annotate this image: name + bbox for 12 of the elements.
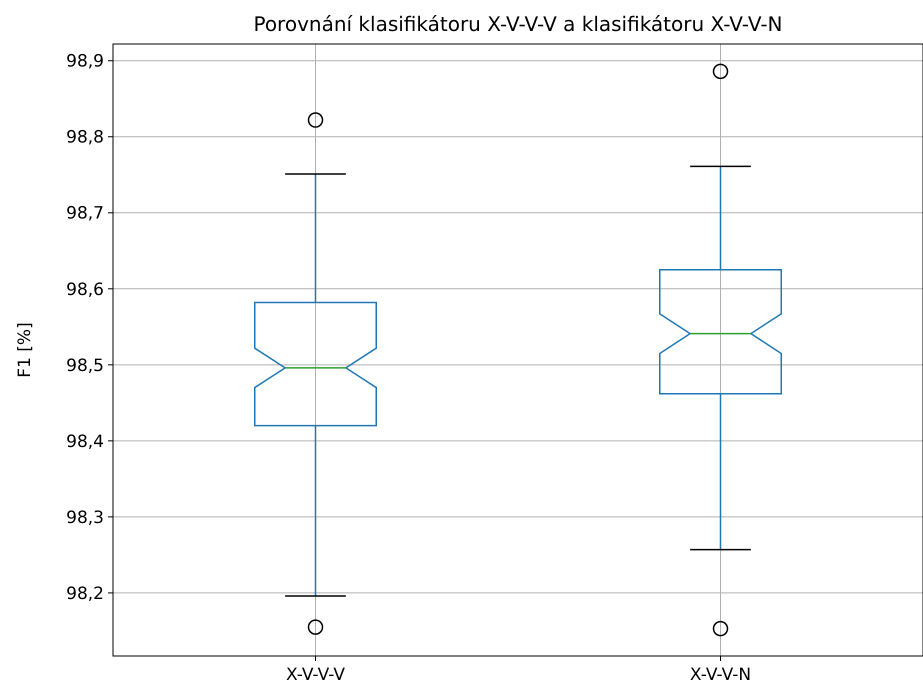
y-tick-label: 98,4 [66, 432, 104, 452]
y-tick-label: 98,2 [66, 584, 104, 604]
chart-title: Porovnání klasifikátoru X-V-V-V a klasifikátoru X-V-V-N [253, 12, 783, 36]
y-tick-label: 98,8 [66, 128, 104, 148]
y-tick-label: 98,6 [66, 280, 104, 300]
y-tick-label: 98,5 [66, 356, 104, 376]
x-tick-label: X-V-V-N [690, 665, 752, 685]
x-tick-label: X-V-V-V [286, 665, 346, 685]
y-axis-title: F1 [%] [15, 322, 35, 378]
y-tick-label: 98,3 [66, 508, 104, 528]
y-tick-label: 98,9 [66, 52, 104, 72]
y-tick-label: 98,7 [66, 204, 104, 224]
